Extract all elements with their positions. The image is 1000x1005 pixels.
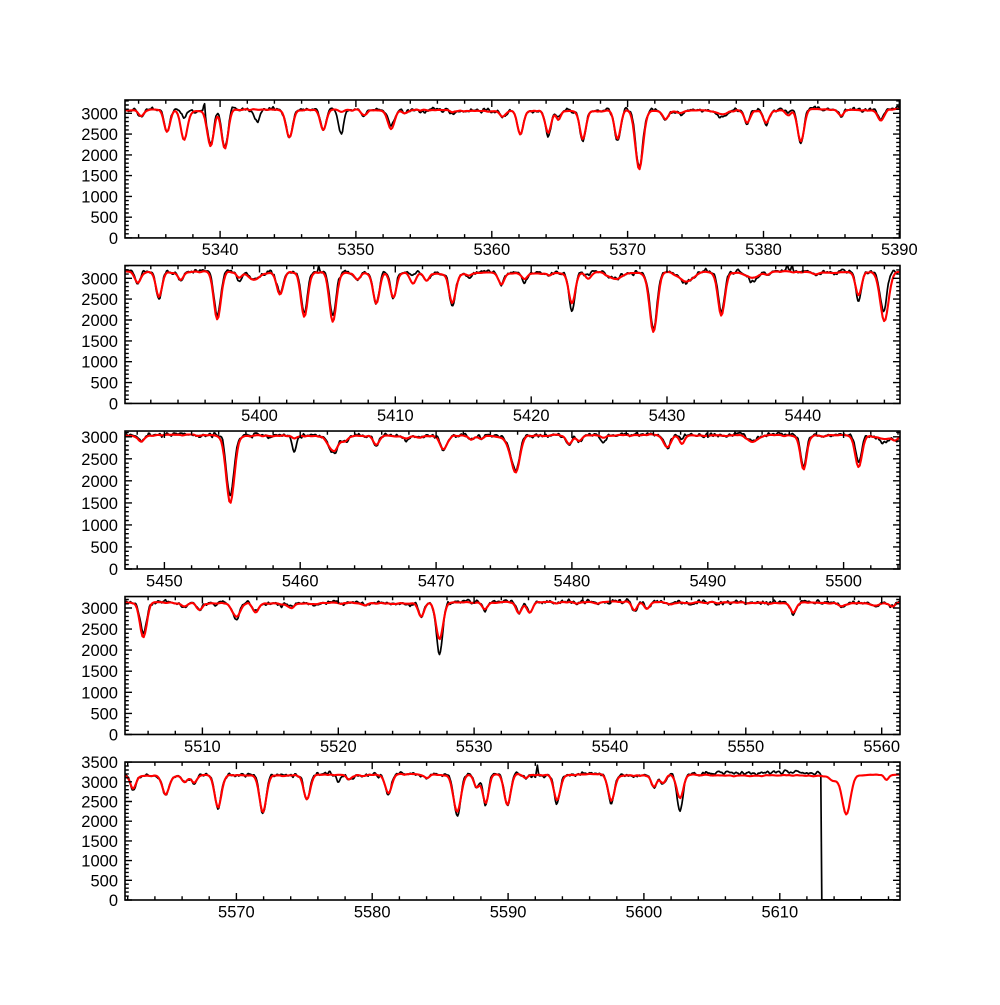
svg-text:3000: 3000: [81, 774, 118, 792]
svg-text:1000: 1000: [81, 853, 118, 871]
svg-text:3000: 3000: [81, 105, 118, 123]
svg-text:2500: 2500: [81, 291, 118, 309]
svg-text:2000: 2000: [81, 642, 118, 660]
svg-text:5420: 5420: [513, 407, 550, 425]
svg-text:500: 500: [90, 209, 118, 227]
svg-text:0: 0: [109, 395, 118, 413]
svg-text:2000: 2000: [81, 312, 118, 330]
svg-text:5390: 5390: [881, 241, 918, 259]
svg-text:5490: 5490: [689, 572, 726, 590]
svg-text:5510: 5510: [184, 738, 221, 756]
svg-text:1500: 1500: [81, 168, 118, 186]
svg-text:3000: 3000: [81, 270, 118, 288]
svg-text:0: 0: [109, 230, 118, 248]
svg-text:5340: 5340: [202, 241, 239, 259]
svg-text:1000: 1000: [81, 684, 118, 702]
svg-text:5470: 5470: [418, 572, 455, 590]
svg-text:5440: 5440: [785, 407, 822, 425]
svg-text:2000: 2000: [81, 473, 118, 491]
svg-text:3500: 3500: [81, 754, 118, 772]
svg-text:5460: 5460: [282, 572, 319, 590]
svg-text:0: 0: [109, 561, 118, 579]
svg-text:5600: 5600: [626, 903, 663, 921]
svg-text:500: 500: [90, 539, 118, 557]
svg-text:5400: 5400: [241, 407, 278, 425]
svg-text:5580: 5580: [354, 903, 391, 921]
svg-text:2500: 2500: [81, 621, 118, 639]
svg-text:3000: 3000: [81, 429, 118, 447]
svg-text:5570: 5570: [218, 903, 255, 921]
svg-text:1000: 1000: [81, 517, 118, 535]
svg-text:2000: 2000: [81, 147, 118, 165]
svg-text:5500: 5500: [825, 572, 862, 590]
svg-text:1500: 1500: [81, 833, 118, 851]
svg-text:5370: 5370: [609, 241, 646, 259]
svg-text:5590: 5590: [490, 903, 527, 921]
svg-text:500: 500: [90, 705, 118, 723]
svg-text:2500: 2500: [81, 126, 118, 144]
svg-text:5560: 5560: [863, 738, 900, 756]
svg-text:1000: 1000: [81, 354, 118, 372]
svg-text:5480: 5480: [554, 572, 591, 590]
svg-text:1500: 1500: [81, 663, 118, 681]
svg-text:0: 0: [109, 892, 118, 910]
svg-text:1500: 1500: [81, 495, 118, 513]
svg-text:5520: 5520: [320, 738, 357, 756]
svg-text:1500: 1500: [81, 333, 118, 351]
svg-text:2500: 2500: [81, 794, 118, 812]
svg-text:5550: 5550: [727, 738, 764, 756]
svg-text:3000: 3000: [81, 600, 118, 618]
svg-text:1000: 1000: [81, 188, 118, 206]
svg-text:2000: 2000: [81, 813, 118, 831]
svg-text:5540: 5540: [592, 738, 629, 756]
svg-text:5380: 5380: [745, 241, 782, 259]
svg-text:5410: 5410: [377, 407, 414, 425]
svg-text:5350: 5350: [338, 241, 375, 259]
svg-text:5430: 5430: [649, 407, 686, 425]
svg-text:5360: 5360: [473, 241, 510, 259]
svg-text:5530: 5530: [456, 738, 493, 756]
svg-text:5450: 5450: [146, 572, 183, 590]
svg-text:2500: 2500: [81, 451, 118, 469]
svg-text:500: 500: [90, 872, 118, 890]
svg-text:0: 0: [109, 727, 118, 745]
svg-text:500: 500: [90, 375, 118, 393]
svg-text:5610: 5610: [761, 903, 798, 921]
